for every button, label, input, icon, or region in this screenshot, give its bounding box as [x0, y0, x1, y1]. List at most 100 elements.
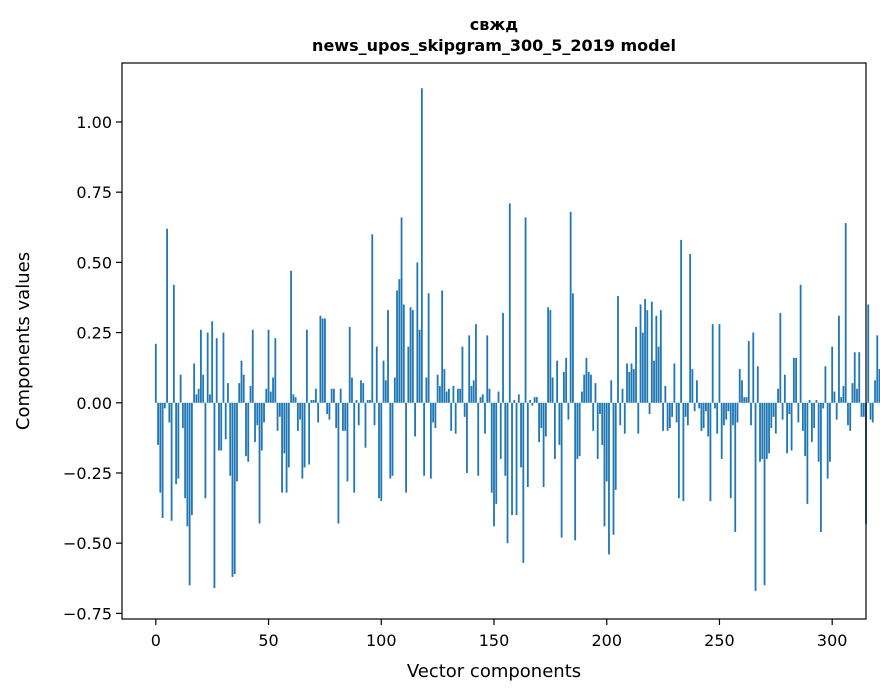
bar-component-198 [601, 402, 604, 445]
bar-component-3 [161, 402, 164, 518]
bar-component-34 [231, 402, 234, 577]
bar-component-248 [714, 402, 716, 409]
bar-component-156 [506, 402, 509, 544]
bar-component-284 [795, 357, 798, 403]
bar-component-87 [351, 377, 353, 403]
plot-area-frame [121, 62, 867, 620]
bar-component-265 [752, 332, 755, 403]
bar-component-47 [260, 402, 263, 451]
bar-component-166 [529, 399, 531, 403]
bar-component-196 [596, 402, 599, 459]
bar-component-217 [644, 298, 646, 403]
bar-component-300 [831, 346, 834, 403]
bar-component-119 [423, 402, 426, 476]
bar-component-130 [448, 388, 450, 403]
bar-component-97 [373, 402, 376, 426]
bar-component-193 [590, 374, 592, 403]
bar-component-90 [357, 402, 360, 426]
bar-component-230 [673, 363, 676, 403]
bar-component-38 [240, 360, 243, 403]
bar-component-206 [619, 402, 622, 426]
bar-component-127 [441, 290, 444, 403]
bar-component-178 [556, 360, 559, 403]
bar-component-277 [779, 312, 782, 403]
bar-component-113 [409, 307, 412, 403]
x-tick-label: 150 [479, 631, 510, 650]
bar-component-143 [477, 402, 480, 476]
bar-component-220 [650, 301, 653, 403]
x-tick-label: 0 [151, 631, 161, 650]
bar-component-0 [154, 343, 157, 403]
bar-component-312 [858, 352, 861, 403]
bar-component-106 [393, 377, 396, 403]
bar-component-134 [457, 388, 459, 403]
bar-component-31 [224, 402, 227, 440]
bar-component-28 [218, 402, 220, 451]
bar-component-81 [337, 402, 340, 524]
bar-component-77 [328, 402, 331, 420]
bar-component-269 [761, 402, 764, 459]
bar-component-83 [342, 402, 344, 431]
bar-component-123 [432, 402, 435, 423]
bar-component-158 [511, 402, 513, 516]
bar-component-5 [166, 228, 168, 403]
bar-component-169 [535, 397, 538, 403]
bar-component-262 [745, 397, 748, 403]
bar-component-78 [330, 388, 333, 403]
bar-component-96 [371, 234, 374, 403]
bar-component-138 [466, 402, 468, 473]
bar-component-20 [200, 329, 202, 403]
bar-component-200 [605, 402, 608, 482]
bar-component-209 [626, 363, 628, 403]
bar-component-182 [565, 357, 568, 403]
bar-component-251 [720, 402, 723, 459]
bar-component-165 [526, 402, 529, 488]
bar-component-224 [659, 310, 662, 403]
bar-component-73 [319, 315, 322, 403]
bar-component-29 [220, 402, 223, 451]
bar-component-18 [195, 394, 198, 403]
bar-component-114 [411, 310, 414, 403]
bar-component-72 [317, 402, 320, 423]
bar-component-179 [558, 402, 561, 445]
y-tick-label: 0.00 [76, 394, 112, 413]
bar-component-65 [301, 402, 304, 479]
bar-component-80 [335, 402, 338, 429]
bar-component-279 [783, 374, 786, 403]
bar-component-14 [186, 402, 189, 527]
bar-component-249 [716, 402, 719, 434]
bar-component-218 [646, 310, 649, 403]
bar-component-115 [414, 402, 416, 437]
bar-component-173 [544, 402, 547, 437]
bar-component-205 [617, 296, 619, 403]
bar-component-201 [608, 402, 610, 555]
bar-component-107 [396, 290, 398, 403]
bar-component-236 [686, 402, 689, 426]
bar-component-293 [815, 399, 818, 403]
bar-component-108 [398, 279, 401, 403]
bar-component-259 [738, 369, 741, 403]
bar-component-207 [621, 388, 624, 403]
bar-component-294 [817, 402, 820, 462]
bar-component-285 [797, 402, 800, 423]
bar-component-12 [181, 402, 184, 429]
bar-component-75 [324, 318, 326, 403]
y-tick-label: 1.00 [76, 113, 112, 132]
bar-component-197 [599, 402, 601, 415]
bar-component-229 [671, 402, 674, 417]
bar-component-8 [172, 284, 175, 403]
bar-component-159 [513, 399, 516, 403]
bar-component-15 [188, 402, 191, 586]
bar-component-98 [375, 346, 378, 403]
bar-component-59 [287, 402, 290, 468]
x-tick-label: 100 [366, 631, 397, 650]
bar-component-267 [756, 366, 759, 403]
bar-component-292 [813, 402, 816, 429]
bar-component-25 [211, 321, 214, 403]
bar-component-116 [416, 262, 419, 403]
bar-component-22 [204, 402, 207, 499]
bar-component-213 [635, 326, 637, 403]
bar-component-131 [450, 402, 453, 431]
bar-component-126 [438, 385, 441, 403]
